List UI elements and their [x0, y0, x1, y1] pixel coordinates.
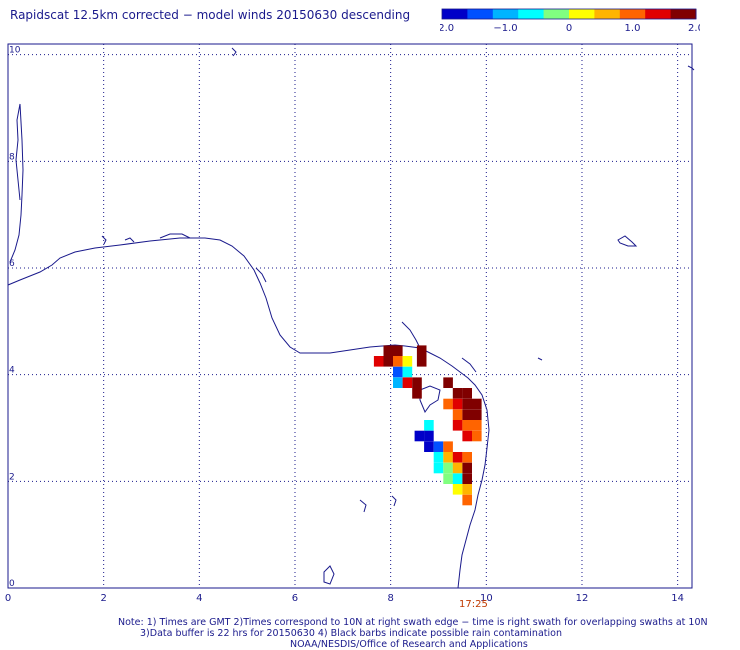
- wind-diff-cell: [443, 441, 453, 452]
- note-line-2: 3)Data buffer is 22 hrs for 20150630 4) …: [140, 628, 562, 639]
- colorbar-tick-label: 1.0: [625, 23, 641, 34]
- colorbar-tick-label: −1.0: [493, 23, 517, 34]
- colorbar-swatch: [569, 9, 595, 19]
- y-tick-label: 0: [9, 579, 15, 589]
- wind-diff-cell: [393, 377, 403, 388]
- wind-diff-cell: [462, 473, 472, 484]
- colorbar-swatch: [619, 9, 646, 19]
- colorbar-tick-label: 2.0: [688, 23, 700, 34]
- grid-lines: [8, 44, 692, 588]
- wind-diff-cell: [472, 420, 482, 431]
- wind-diff-cell: [443, 462, 453, 474]
- wind-diff-cell: [462, 494, 472, 506]
- wind-diff-cell: [412, 388, 422, 399]
- wind-diff-cell: [416, 345, 427, 356]
- colorbar-ticks: −2.0 −1.0 0 1.0 2.0: [440, 23, 700, 34]
- colorbar-swatch: [645, 9, 672, 19]
- colorbar-swatch: [467, 9, 494, 19]
- wind-diff-cell: [416, 356, 427, 367]
- wind-diff-cell: [424, 420, 434, 431]
- wind-diff-cell: [393, 356, 403, 367]
- colorbar: −2.0 −1.0 0 1.0 2.0: [440, 8, 700, 34]
- plot-frame: [7, 43, 693, 589]
- y-tick-label: 2: [9, 472, 15, 482]
- x-tick-label: 8: [387, 593, 393, 604]
- y-tick-label: 10: [9, 46, 21, 56]
- wind-diff-cell: [452, 398, 463, 410]
- wind-diff-cell: [452, 409, 463, 420]
- wind-diff-cell: [462, 398, 472, 410]
- colorbar-tick-label: 0: [566, 23, 572, 34]
- y-tick-label: 8: [9, 152, 15, 162]
- wind-diff-cell: [462, 452, 472, 463]
- note-line-1: Note: 1) Times are GMT 2)Times correspon…: [118, 617, 708, 628]
- wind-diff-cell: [414, 430, 425, 442]
- wind-diff-cell: [412, 377, 422, 388]
- wind-diff-cell: [472, 430, 482, 442]
- colorbar-swatch: [543, 9, 570, 19]
- wind-diff-cell: [452, 473, 463, 484]
- wind-diff-cell: [424, 430, 434, 442]
- x-tick-label: 4: [196, 593, 202, 604]
- wind-diff-cell: [452, 452, 463, 463]
- wind-diff-cell: [433, 441, 444, 452]
- wind-diff-cell: [462, 430, 472, 442]
- wind-diff-cell: [443, 398, 453, 410]
- colorbar-frame: [441, 8, 697, 20]
- colorbar-swatch: [518, 9, 545, 19]
- wind-diff-cell: [462, 484, 472, 495]
- wind-diff-cell: [433, 452, 444, 463]
- wind-diff-cell: [462, 388, 472, 399]
- x-tick-label: 14: [671, 593, 684, 604]
- wind-diff-cell: [383, 345, 394, 356]
- wind-diff-cell: [462, 409, 472, 420]
- colorbar-tick-label: −2.0: [440, 23, 454, 34]
- wind-diff-cell: [472, 409, 482, 420]
- wind-diff-cell: [443, 473, 453, 484]
- wind-diff-cell: [433, 462, 444, 474]
- x-tick-label: 2: [100, 593, 106, 604]
- x-tick-label: 6: [292, 593, 298, 604]
- wind-diff-cell: [373, 356, 384, 367]
- y-tick-label: 6: [9, 259, 15, 269]
- wind-diff-cell: [462, 420, 472, 431]
- colorbar-swatch: [670, 9, 697, 19]
- wind-diff-cell: [443, 377, 453, 388]
- wind-diff-cell: [452, 420, 463, 431]
- wind-diff-cell: [402, 356, 413, 367]
- wind-diff-cell: [443, 452, 453, 463]
- colorbar-swatch: [492, 9, 519, 19]
- x-tick-label: 10: [480, 593, 493, 604]
- wind-difference-cells: [373, 345, 482, 506]
- wind-diff-cell: [452, 388, 463, 399]
- wind-diff-cell: [472, 398, 482, 410]
- wind-diff-cell: [393, 345, 403, 356]
- coastline: [7, 47, 695, 589]
- note-line-3: NOAA/NESDIS/Office of Research and Appli…: [290, 639, 528, 650]
- wind-diff-cell: [402, 366, 413, 378]
- axis-tick-labels: 0 2 4 6 8 10 12 14 0 2 4 6 8 10: [5, 46, 684, 604]
- wind-diff-cell: [452, 462, 463, 474]
- wind-diff-cell: [393, 366, 403, 378]
- wind-diff-cell: [452, 484, 463, 495]
- chart-title: Rapidscat 12.5km corrected − model winds…: [10, 8, 411, 22]
- wind-diff-cell: [462, 462, 472, 474]
- x-tick-label: 0: [5, 593, 11, 604]
- colorbar-swatch: [442, 9, 468, 19]
- x-tick-label: 12: [576, 593, 589, 604]
- colorbar-swatches: [441, 8, 697, 20]
- colorbar-swatch: [594, 9, 621, 19]
- wind-diff-cell: [383, 356, 394, 367]
- y-tick-label: 4: [9, 366, 15, 376]
- wind-diff-cell: [424, 441, 434, 452]
- wind-diff-cell: [402, 377, 413, 388]
- swath-time-label: 17:25: [459, 599, 488, 610]
